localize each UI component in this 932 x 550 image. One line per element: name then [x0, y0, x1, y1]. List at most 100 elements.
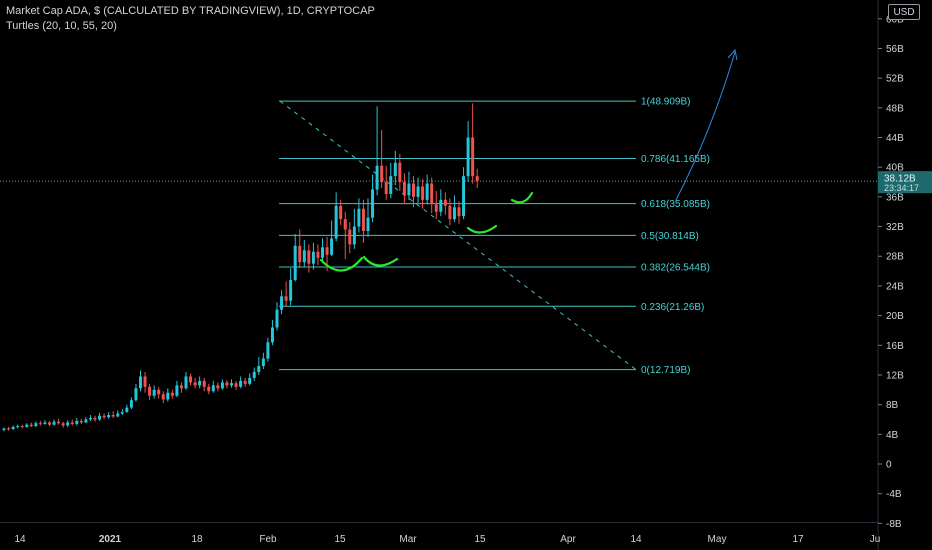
candle-body: [220, 382, 224, 389]
candle-body: [70, 422, 74, 424]
fib-level-label: 0.236(21.26B): [641, 302, 704, 313]
candle-body: [48, 422, 51, 425]
candle-body: [161, 394, 165, 400]
fib-level-label: 0.618(35.085B): [641, 199, 710, 210]
candle: [321, 238, 324, 263]
candle: [93, 415, 97, 422]
candle: [148, 383, 152, 401]
candle: [389, 162, 393, 199]
candle-body: [412, 183, 415, 197]
candle-body: [25, 424, 29, 427]
candle-body: [371, 189, 375, 218]
candle: [116, 410, 120, 418]
candle: [152, 385, 156, 399]
fib-level-label: 0(12.719B): [641, 365, 690, 376]
candle-body: [211, 385, 215, 392]
candle: [139, 370, 142, 392]
candle: [102, 413, 106, 420]
candle-body: [366, 217, 370, 232]
candle-body: [257, 366, 261, 372]
last-price-badge: [878, 171, 932, 194]
green-arc: [510, 191, 534, 204]
price-axis-label: 32B: [886, 222, 904, 233]
candle: [234, 380, 238, 390]
candle-body: [2, 428, 6, 430]
candle: [284, 281, 288, 307]
price-axis-label: 36B: [886, 192, 904, 203]
candle-body: [34, 423, 38, 427]
time-axis-label: 15: [334, 534, 346, 545]
candle: [29, 422, 33, 427]
candle: [275, 302, 279, 331]
candle-body: [129, 400, 133, 408]
candle-body: [198, 380, 202, 386]
candle: [202, 377, 206, 392]
candle: [361, 199, 365, 243]
candle: [257, 357, 261, 375]
candle-body: [116, 413, 120, 417]
candle-body: [111, 415, 115, 417]
time-axis-label: 18: [191, 534, 203, 545]
candle-body: [275, 309, 279, 328]
last-price-label: 38.12B: [884, 174, 916, 185]
candle-body: [7, 428, 11, 430]
candle: [216, 382, 220, 392]
currency-button[interactable]: USD: [888, 4, 920, 20]
candle: [298, 229, 302, 269]
candle-body: [52, 421, 56, 425]
candle: [230, 379, 233, 388]
candle: [16, 424, 20, 429]
candle: [466, 121, 470, 183]
candle: [248, 373, 252, 386]
candle: [134, 383, 138, 402]
candle: [471, 103, 475, 184]
candle: [357, 198, 361, 233]
candle: [412, 176, 415, 208]
candle-body: [361, 208, 365, 232]
candle-body: [79, 420, 83, 423]
candle: [380, 130, 384, 188]
candle: [198, 376, 202, 389]
price-axis-label: 52B: [886, 74, 904, 85]
candle: [207, 383, 211, 395]
candle: [48, 420, 51, 427]
candle: [307, 244, 311, 273]
candle-body: [439, 199, 443, 212]
candle-body: [430, 183, 434, 205]
candle: [457, 201, 461, 224]
candle-body: [66, 422, 70, 426]
candle: [157, 386, 161, 399]
candle: [70, 419, 74, 426]
price-axis-label: 20B: [886, 311, 904, 322]
candle: [452, 195, 456, 223]
candle-body: [471, 137, 475, 177]
time-axis-label: May: [708, 534, 727, 545]
candle-body: [348, 229, 352, 245]
candle-body: [207, 386, 211, 392]
candle-body: [239, 380, 243, 387]
fib-level-label: 0.786(41.165B): [641, 154, 710, 165]
candle-body: [193, 382, 197, 386]
candle-body: [380, 165, 384, 183]
candle-body: [352, 226, 356, 245]
candle-body: [234, 383, 238, 387]
candle-body: [311, 251, 315, 264]
candle: [129, 397, 133, 410]
candle: [220, 379, 224, 390]
candle-body: [302, 250, 306, 263]
candle-body: [280, 296, 284, 310]
price-axis-label: -8B: [886, 519, 902, 530]
candle: [7, 426, 11, 431]
fib-trend-line: [279, 100, 637, 371]
candle-body: [43, 422, 47, 424]
price-axis-label: 16B: [886, 341, 904, 352]
candle-body: [462, 176, 466, 217]
candle-body: [293, 245, 297, 280]
candle-body: [61, 423, 65, 426]
candle-body: [407, 183, 411, 196]
candle: [179, 382, 183, 393]
candle: [280, 290, 284, 315]
candle: [79, 418, 83, 424]
